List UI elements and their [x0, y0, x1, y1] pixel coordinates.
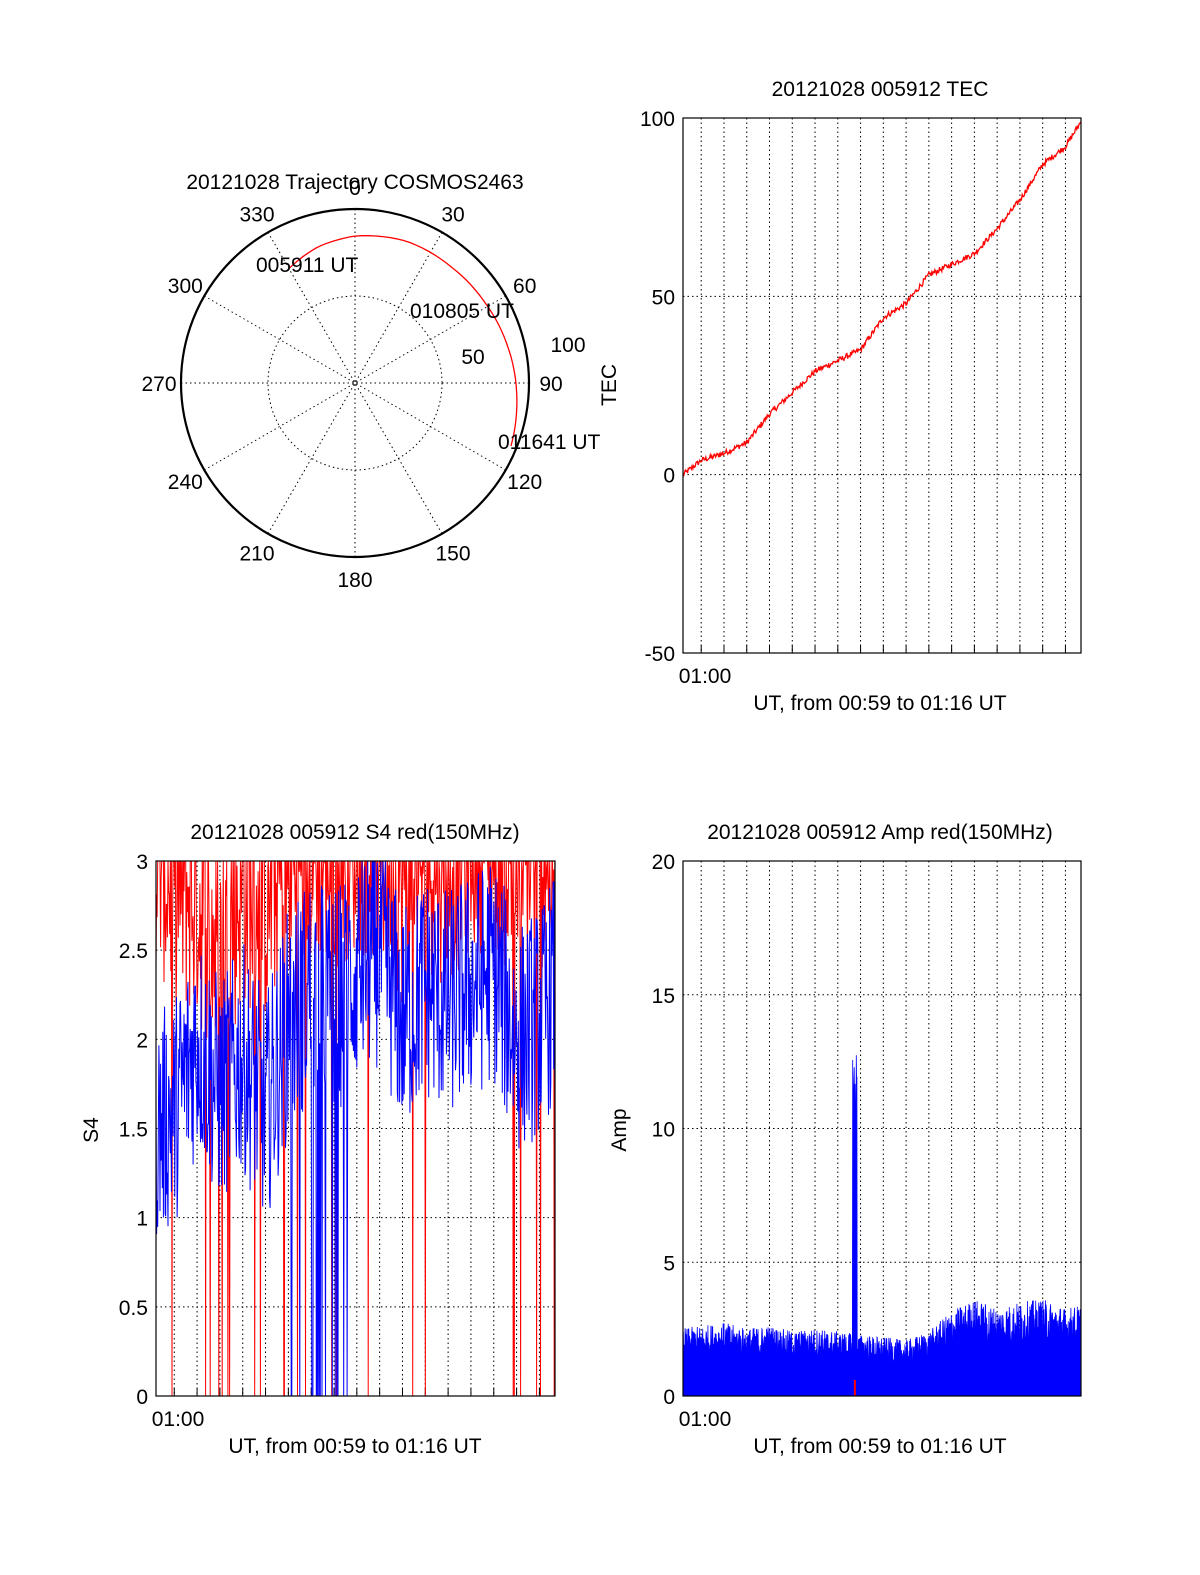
s4-y-tick-label: 3 [136, 851, 148, 874]
tec-ylabel: TEC [598, 364, 621, 406]
polar-title: 20121028 Trajectory COSMOS2463 [186, 171, 523, 194]
polar-angle-label-150: 150 [435, 543, 470, 566]
polar-angle-label-120: 120 [507, 471, 542, 494]
amp-plot-frame [682, 860, 1082, 1397]
s4-y-tick-label: 2.5 [119, 940, 148, 963]
trajectory-mid-label: 010805 UT [410, 300, 514, 323]
tec-y-tick-label: 100 [640, 108, 675, 131]
tec-grid [683, 117, 1081, 654]
s4-plot-frame [155, 860, 556, 1397]
tec-plot-frame [682, 117, 1082, 654]
polar-angle-label-180: 180 [337, 569, 372, 592]
polar-angle-label-270: 270 [141, 373, 176, 396]
amp-series [682, 1055, 1082, 1397]
s4-ylabel: S4 [80, 1117, 103, 1143]
polar-angle-label-210: 210 [239, 543, 274, 566]
amp-y-ticks: 0 5 10 15 20 [652, 851, 675, 1409]
s4-y-tick-label: 1.5 [119, 1119, 148, 1142]
amp-y-tick-label: 20 [652, 851, 675, 874]
tec-y-ticks: -50 0 50 100 [640, 108, 675, 666]
s4-series [155, 860, 556, 1397]
s4-y-tick-label: 2 [136, 1029, 148, 1052]
amp-y-tick-label: 5 [663, 1252, 675, 1275]
s4-y-tick-label: 0.5 [119, 1297, 148, 1320]
amp-y-tick-label: 15 [652, 985, 675, 1008]
amp-xlabel: UT, from 00:59 to 01:16 UT [753, 1435, 1006, 1458]
s4-title: 20121028 005912 S4 red(150MHz) [190, 821, 519, 844]
polar-grid [179, 207, 531, 559]
polar-angle-label-300: 300 [168, 275, 203, 298]
polar-angle-label-240: 240 [168, 471, 203, 494]
polar-angle-labels: 0 30 60 90 120 150 180 210 240 270 300 330 [141, 177, 562, 592]
trajectory-start-label: 005911 UT [256, 254, 359, 277]
polar-radial-label-50: 50 [461, 346, 484, 369]
s4-panel: 20121028 005912 S4 red(150MHz) 0 0.5 1 1.5 2… [80, 821, 556, 1458]
s4-series-blue [155, 860, 556, 1397]
s4-series-red [155, 860, 556, 1397]
polar-angle-label-0: 0 [349, 177, 361, 200]
tec-title: 20121028 005912 TEC [772, 78, 989, 101]
polar-angle-label-60: 60 [513, 275, 536, 298]
polar-trajectory-line [286, 235, 518, 447]
s4-xlabel: UT, from 00:59 to 01:16 UT [228, 1435, 481, 1458]
tec-y-tick-label: 50 [652, 286, 675, 309]
amp-title: 20121028 005912 Amp red(150MHz) [707, 821, 1053, 844]
tec-y-tick-label: 0 [663, 465, 675, 488]
amp-ylabel: Amp [608, 1108, 631, 1151]
trajectory-end-label: 011641 UT [498, 431, 601, 454]
polar-angle-label-90: 90 [539, 373, 562, 396]
amp-y-tick-label: 0 [663, 1386, 675, 1409]
amp-panel: 20121028 005912 Amp red(150MHz) 0 5 10 15 20… [608, 821, 1082, 1458]
polar-radial-label-100: 100 [550, 334, 585, 357]
amp-y-tick-label: 10 [652, 1119, 675, 1142]
s4-x-tick-0100: 01:00 [152, 1408, 205, 1431]
polar-angle-label-330: 330 [239, 203, 274, 226]
tec-panel: 20121028 005912 TEC -50 0 50 100 01:00 UT, … [598, 78, 1082, 715]
amp-x-tick-0100: 01:00 [679, 1408, 732, 1431]
amp-series-blue [682, 1055, 1082, 1397]
s4-y-ticks: 0 0.5 1 1.5 2 2.5 3 [119, 851, 148, 1409]
polar-angle-label-30: 30 [441, 203, 464, 226]
s4-y-tick-label: 1 [136, 1208, 148, 1231]
s4-y-tick-label: 0 [136, 1386, 148, 1409]
polar-panel: 20121028 Trajectory COSMOS2463 0 30 60 90 12… [141, 171, 600, 592]
tec-xlabel: UT, from 00:59 to 01:16 UT [753, 692, 1006, 715]
tec-series-line [682, 121, 1082, 477]
tec-y-tick-label: -50 [645, 643, 675, 666]
tec-x-tick-0100: 01:00 [679, 665, 732, 688]
